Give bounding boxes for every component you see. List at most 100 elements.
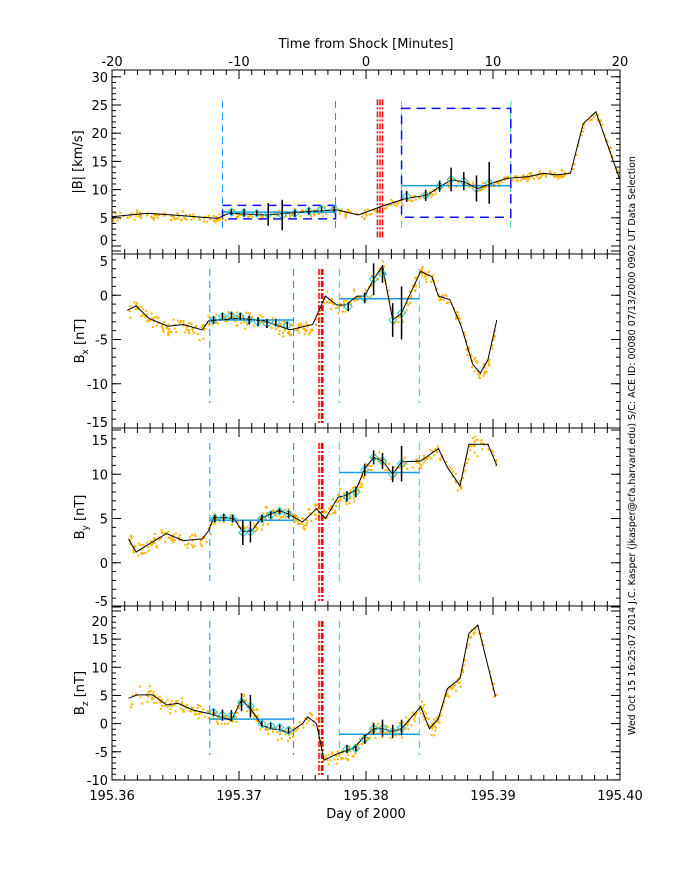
scatter-point [323,510,326,513]
scatter-point [369,727,372,730]
scatter-point [599,119,602,122]
scatter-point [364,289,367,292]
scatter-point [468,643,471,646]
scatter-point [160,531,163,534]
scatter-point [484,186,486,189]
scatter-point [425,278,428,281]
scatter-point [462,471,465,474]
scatter-point [414,277,417,280]
scatter-point [349,210,352,213]
scatter-point [496,181,499,184]
scatter-point [200,326,203,329]
scatter-point [558,174,561,177]
scatter-point [305,324,308,327]
scatter-point [389,736,392,739]
scatter-point [386,469,389,472]
scatter-point [471,181,474,184]
y-tick-label: 30 [91,71,108,86]
scatter-point [186,326,189,329]
scatter-point [339,498,342,501]
scatter-point [459,685,462,688]
scatter-point [342,306,345,309]
scatter-point [196,706,199,709]
scatter-point [337,312,340,315]
scatter-point [169,712,171,715]
scatter-point [235,711,238,714]
scatter-point [278,209,281,212]
scatter-point [190,218,193,221]
scatter-point [218,520,221,523]
scatter-point [243,699,246,702]
scatter-point [155,213,158,216]
scatter-point [494,329,497,332]
scatter-point [564,171,567,174]
scatter-point [349,302,351,305]
scatter-point [195,713,198,716]
scatter-point [583,123,586,126]
scatter-point [597,113,600,116]
scatter-point [249,312,252,315]
marker-diamond [459,176,469,186]
scatter-point [591,118,593,121]
scatter-point [129,215,132,218]
y-tick-label: 20 [91,127,108,142]
scatter-point [340,208,343,211]
scatter-point [474,628,477,631]
marker-diamond [245,701,256,711]
scatter-point [319,508,322,510]
scatter-point [176,212,179,214]
scatter-point [182,324,185,327]
scatter-point [150,544,153,547]
scatter-point [206,220,209,223]
scatter-point [348,502,351,505]
scatter-point [376,732,379,735]
scatter-point [314,507,317,510]
fit-line [128,443,498,553]
marker-diamond [217,311,228,322]
scatter-point [274,513,277,515]
scatter-point [180,702,183,705]
scatter-point [572,163,575,166]
scatter-point [423,718,426,721]
scatter-point [522,176,525,179]
scatter-point [363,218,366,221]
scatter-point [288,737,291,739]
scatter-point [199,543,202,546]
scatter-point [298,523,301,526]
scatter-point [616,169,619,172]
scatter-point [217,722,219,725]
scatter-point [438,721,441,724]
scatter-point [387,289,390,292]
scatter-point [212,716,215,719]
scatter-point [262,320,265,323]
scatter-point [403,464,406,467]
scatter-point [188,322,191,324]
scatter-point [560,169,563,172]
scatter-point [455,316,458,319]
scatter-point [236,311,239,314]
y-tick-label: 25 [91,99,108,114]
scatter-point [198,218,201,221]
scatter-point [543,173,546,176]
scatter-point [437,719,440,722]
marker-diamond [257,513,267,524]
scatter-point [140,305,143,308]
scatter-point [291,514,294,517]
scatter-point [493,334,496,337]
scatter-point [455,481,457,484]
scatter-point [306,718,309,721]
scatter-point [304,528,307,531]
scatter-point [405,462,408,465]
scatter-point [380,460,383,463]
scatter-point [473,358,476,360]
y-label-unit: [nT] [73,319,88,349]
scatter-point [300,322,302,325]
scatter-point [237,707,240,709]
scatter-point [283,321,286,324]
scatter-point [196,704,199,706]
scatter-point [171,536,174,539]
scatter-point [456,678,459,681]
scatter-point [270,326,273,329]
scatter-point [452,685,455,687]
scatter-point [129,543,131,545]
